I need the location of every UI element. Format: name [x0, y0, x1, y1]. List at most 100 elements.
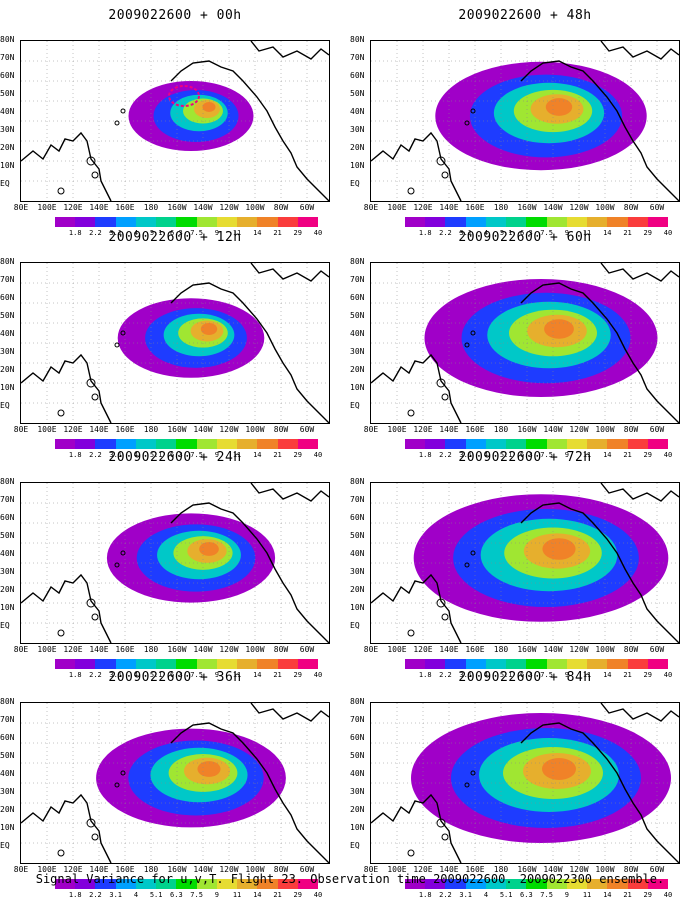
colorbar-segment [297, 217, 319, 227]
colorbar-segment [135, 439, 157, 449]
longitude-label: 120E [413, 865, 433, 874]
colorbar-segment [216, 659, 238, 669]
island-outline [441, 171, 449, 179]
colorbar-tick-label: 5.1 [499, 891, 513, 899]
longitude-label: 160E [115, 203, 135, 212]
colorbar-segment [445, 439, 466, 449]
latitude-label: 80N [350, 257, 365, 266]
latitude-label: 10N [0, 161, 15, 170]
longitude-label: 80W [623, 865, 639, 874]
longitude-label: 100W [595, 425, 615, 434]
colorbar-segment [257, 217, 278, 227]
latitude-label: 60N [350, 71, 365, 80]
latitude-label: 40N [350, 329, 365, 338]
colorbar-tick-label: 3.1 [459, 891, 473, 899]
colorbar-tick-label: 21 [623, 671, 632, 679]
colorbar-tick-label: 6.3 [170, 891, 183, 899]
variance-contour [544, 319, 574, 339]
longitude-label: 120W [219, 865, 239, 874]
colorbar-segment [237, 439, 258, 449]
colorbar-segment [445, 217, 466, 227]
latitude-label: 70N [0, 53, 15, 62]
island-outline [436, 818, 446, 828]
latitude-label: 40N [350, 549, 365, 558]
colorbar-tick-label: 11 [582, 229, 592, 237]
colorbar-tick-label: 40 [663, 891, 673, 899]
colorbar-segment [445, 879, 466, 889]
colorbar-tick-label: 14 [603, 229, 612, 237]
colorbar-tick-label: 6.3 [520, 891, 533, 899]
map-panel: 2009022600 + 84h 80N 70N 60N 50N 40N 30N 20N 10N… [350, 662, 700, 899]
colorbar-segment [506, 439, 527, 449]
longitude-label: 120E [63, 203, 83, 212]
colorbar-tick-label: 7.5 [190, 451, 203, 459]
coastline [21, 703, 329, 863]
island-outline [91, 833, 99, 841]
colorbar-segment [156, 217, 177, 227]
variance-contour [197, 761, 221, 777]
longitude-label: 80E [363, 425, 379, 434]
colorbar-segment [297, 439, 319, 449]
colorbar-tick-label: 29 [643, 451, 652, 459]
latitude-label: 40N [0, 549, 15, 558]
colorbar-tick-label: 2.2 [89, 891, 102, 899]
colorbar-tick-label: 14 [253, 451, 262, 459]
colorbar-segment [485, 439, 507, 449]
island-outline [407, 849, 415, 857]
longitude-label: 160W [167, 865, 187, 874]
island-outline [407, 629, 415, 637]
longitude-label: 180 [493, 425, 509, 434]
longitude-label: 120W [219, 425, 239, 434]
longitude-label: 100W [245, 645, 265, 654]
latitude-label: 60N [350, 733, 365, 742]
colorbar-segment [405, 439, 426, 449]
coastline [21, 483, 329, 643]
map-panel: 2009022600 + 48h 80N 70N 60N 50N 40N 30N 20N 10N… [350, 0, 700, 237]
colorbar-tick-label: 2.2 [89, 451, 102, 459]
coastline [21, 41, 329, 201]
latitude-label: 80N [350, 35, 365, 44]
colorbar-tick-label: 29 [293, 891, 302, 899]
longitude-label: 80E [363, 203, 379, 212]
island-outline [441, 613, 449, 621]
latitude-label: EQ [0, 621, 10, 630]
colorbar-segment [465, 217, 486, 227]
longitude-label: 180 [143, 425, 159, 434]
island-outline [464, 782, 470, 788]
colorbar-tick-label: 7.5 [540, 891, 553, 899]
colorbar [55, 217, 319, 227]
colorbar-tick-label: 9 [564, 891, 569, 899]
colorbar-tick-label: 21 [273, 891, 282, 899]
latitude-label: 40N [350, 107, 365, 116]
latitude-label: 70N [350, 53, 365, 62]
colorbar-tick-label: 14 [253, 891, 262, 899]
colorbar-segment [196, 879, 217, 889]
island-outline [91, 171, 99, 179]
colorbar-segment [176, 439, 197, 449]
colorbar-segment [526, 879, 547, 889]
colorbar-segment [425, 439, 446, 449]
longitude-label: 80W [273, 865, 289, 874]
colorbar [55, 439, 319, 449]
colorbar-segment [196, 439, 217, 449]
longitude-label: 80W [273, 425, 289, 434]
longitude-label: 120E [63, 865, 83, 874]
colorbar-tick-label: 29 [643, 229, 652, 237]
coastline [371, 703, 679, 863]
island-outline [470, 550, 476, 556]
latitude-label: EQ [350, 841, 360, 850]
colorbar-tick-label: 5.1 [499, 229, 513, 237]
island-outline [441, 393, 449, 401]
colorbar-segment [627, 659, 648, 669]
variance-contour [542, 758, 576, 780]
longitude-label: 140W [543, 425, 563, 434]
longitude-label: 60W [649, 203, 665, 212]
colorbar [55, 659, 319, 669]
colorbar-segment [75, 879, 96, 889]
colorbar-tick-label: 9 [564, 671, 569, 679]
colorbar-segment [405, 879, 426, 889]
colorbar-segment [156, 659, 177, 669]
colorbar-tick-label: 1.8 [418, 229, 432, 237]
longitude-label: 120W [219, 203, 239, 212]
longitude-label: 100W [245, 425, 265, 434]
